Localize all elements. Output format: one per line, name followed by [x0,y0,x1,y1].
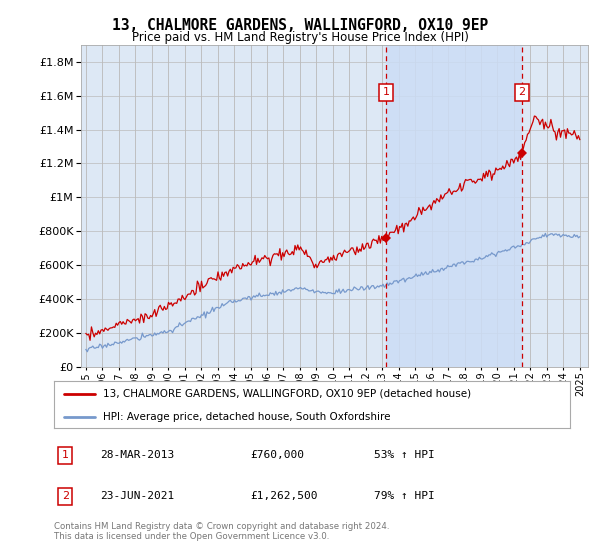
Text: HPI: Average price, detached house, South Oxfordshire: HPI: Average price, detached house, Sout… [103,412,391,422]
Text: 13, CHALMORE GARDENS, WALLINGFORD, OX10 9EP: 13, CHALMORE GARDENS, WALLINGFORD, OX10 … [112,18,488,33]
Text: Contains HM Land Registry data © Crown copyright and database right 2024.
This d: Contains HM Land Registry data © Crown c… [54,522,389,542]
Text: 1: 1 [62,450,69,460]
Text: 53% ↑ HPI: 53% ↑ HPI [374,450,434,460]
Text: 2: 2 [518,87,526,97]
Text: £760,000: £760,000 [250,450,304,460]
Text: Price paid vs. HM Land Registry's House Price Index (HPI): Price paid vs. HM Land Registry's House … [131,31,469,44]
Bar [386,45,522,367]
Text: 28-MAR-2013: 28-MAR-2013 [100,450,175,460]
Text: 1: 1 [383,87,389,97]
Text: 13, CHALMORE GARDENS, WALLINGFORD, OX10 9EP (detached house): 13, CHALMORE GARDENS, WALLINGFORD, OX10 … [103,389,471,399]
Text: £1,262,500: £1,262,500 [250,491,317,501]
Text: 23-JUN-2021: 23-JUN-2021 [100,491,175,501]
Text: 79% ↑ HPI: 79% ↑ HPI [374,491,434,501]
Text: 2: 2 [62,491,69,501]
